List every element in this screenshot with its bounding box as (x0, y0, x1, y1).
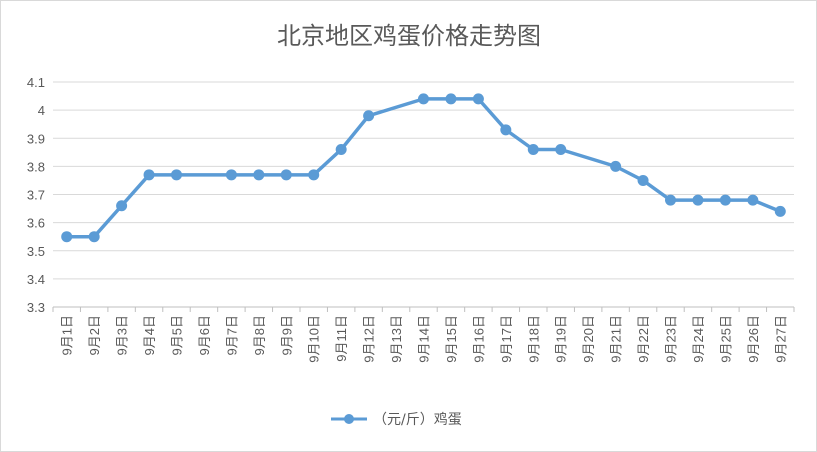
data-point (335, 144, 347, 155)
y-tick-label: 3.7 (27, 188, 45, 203)
x-tick-label: 9月26日 (746, 315, 761, 363)
gridlines (53, 81, 794, 280)
data-point (555, 144, 567, 155)
data-point (253, 169, 265, 181)
chart-title: 北京地区鸡蛋价格走势图 (277, 22, 541, 50)
legend-series-label: （元/斤）鸡蛋 (373, 411, 462, 428)
x-tick-label: 9月24日 (691, 315, 706, 363)
legend: （元/斤）鸡蛋 (331, 411, 462, 428)
data-point (171, 169, 182, 181)
x-tick-label: 9月27日 (773, 315, 788, 363)
data-point (143, 169, 155, 181)
x-tick-label: 9月6日 (197, 315, 212, 355)
data-point (363, 110, 375, 122)
y-tick-label: 3.9 (27, 131, 45, 146)
x-tick-label: 9月25日 (718, 315, 733, 363)
x-tick-label: 9月13日 (389, 315, 404, 363)
data-point (719, 194, 731, 206)
y-tick-label: 4 (38, 103, 45, 118)
x-tick-label: 9月7日 (224, 315, 239, 355)
y-tick-label: 4.1 (27, 75, 45, 90)
x-tick-label: 9月15日 (444, 315, 459, 363)
x-tick-label: 9月17日 (499, 315, 514, 363)
data-point (774, 205, 786, 217)
data-point (88, 231, 100, 243)
x-tick-label: 9月14日 (417, 315, 432, 363)
data-point (527, 144, 539, 155)
data-point (610, 160, 622, 172)
series-layer (61, 93, 786, 243)
x-tick-label: 9月19日 (554, 315, 569, 363)
data-point (280, 169, 292, 181)
x-tick-label: 9月11日 (334, 315, 349, 362)
x-tick-label: 9月1日 (60, 315, 75, 355)
data-point (500, 124, 512, 136)
x-tick-label: 9月4日 (142, 315, 157, 355)
x-tick-label: 9月22日 (636, 315, 651, 363)
x-tick-label: 9月21日 (609, 315, 624, 363)
x-tick-label: 9月8日 (252, 315, 267, 355)
x-tick-label: 9月20日 (581, 315, 596, 363)
x-tick-label: 9月9日 (279, 315, 294, 355)
y-tick-label: 3.3 (27, 300, 45, 315)
y-tick-label: 3.5 (27, 244, 45, 259)
data-point (61, 231, 73, 243)
x-tick-label: 9月2日 (87, 315, 102, 355)
x-tick-label: 9月23日 (664, 315, 679, 363)
y-tick-label: 3.8 (27, 159, 45, 174)
data-point (692, 194, 704, 206)
y-tick-label: 3.6 (27, 216, 45, 231)
y-tick-label: 3.4 (27, 272, 45, 287)
data-point (747, 194, 759, 206)
x-tick-label: 9月3日 (115, 315, 130, 355)
x-tick-label: 9月12日 (362, 315, 377, 363)
x-tick-label: 9月5日 (170, 315, 185, 355)
data-point (637, 174, 649, 186)
x-tick-label: 9月18日 (526, 315, 541, 363)
data-point (665, 194, 676, 206)
x-tick-label: 9月10日 (307, 315, 322, 363)
series-line (64, 97, 783, 239)
data-point (472, 93, 484, 105)
data-point (225, 169, 237, 181)
x-tick-label: 9月16日 (471, 315, 486, 363)
legend-series-marker (344, 414, 354, 424)
x-axis: 9月1日 9月2日 9月3日 9月4日 9月5日 9月6日 9月7日 9月8日 9月9日 9月10… (52, 306, 795, 363)
data-point (308, 169, 320, 181)
data-point (445, 93, 457, 105)
data-point (116, 200, 128, 212)
y-axis-ticks: 3.3 3.4 3.5 3.6 3.7 3.8 3.9 4 4.1 (27, 75, 45, 315)
data-point (418, 93, 429, 105)
